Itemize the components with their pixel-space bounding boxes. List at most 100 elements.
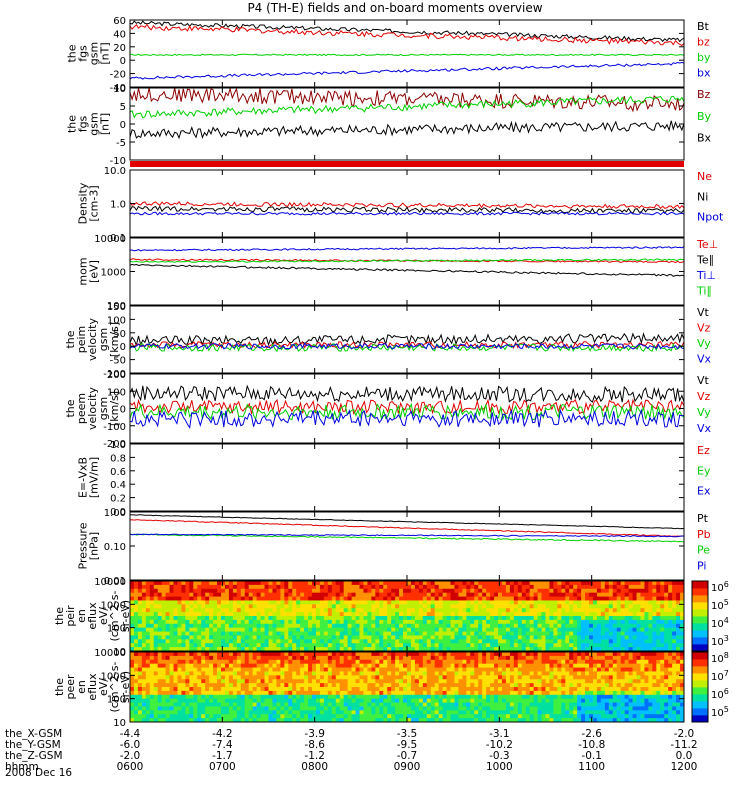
heatmap-cell bbox=[284, 631, 289, 636]
heatmap-cell bbox=[351, 714, 356, 719]
heatmap-cell bbox=[312, 616, 317, 621]
heatmap-cell bbox=[280, 623, 285, 629]
heatmap-cell bbox=[205, 600, 210, 605]
heatmap-cell bbox=[513, 706, 519, 711]
heatmap-cell bbox=[209, 635, 214, 640]
heatmap-cell bbox=[355, 683, 360, 688]
heatmap-cell bbox=[205, 659, 210, 665]
heatmap-cell bbox=[343, 631, 349, 636]
heatmap-cell bbox=[438, 690, 444, 696]
heatmap-cell bbox=[165, 619, 170, 625]
heatmap-cell bbox=[288, 635, 293, 640]
y-axis-label: peem bbox=[75, 393, 88, 424]
heatmap-cell bbox=[232, 647, 238, 652]
heatmap-cell bbox=[509, 616, 515, 621]
heatmap-cell bbox=[169, 643, 174, 648]
heatmap-cell bbox=[284, 652, 289, 657]
heatmap-cell bbox=[367, 631, 372, 636]
legend-entry: By bbox=[697, 110, 712, 123]
heatmap-cell bbox=[395, 596, 400, 601]
heatmap-cell bbox=[561, 679, 566, 684]
heatmap-cell bbox=[312, 694, 317, 700]
heatmap-cell bbox=[145, 659, 151, 665]
heatmap-cell bbox=[276, 698, 281, 703]
heatmap-cell bbox=[450, 702, 455, 707]
heatmap-cell bbox=[149, 647, 155, 652]
heatmap-cell bbox=[505, 616, 511, 621]
heatmap-cell bbox=[133, 714, 139, 719]
heatmap-cell bbox=[213, 706, 218, 711]
heatmap-cell bbox=[434, 647, 440, 652]
heatmap-cell bbox=[327, 698, 333, 703]
heatmap-cell bbox=[379, 690, 384, 696]
heatmap-cell bbox=[367, 652, 372, 657]
heatmap-cell bbox=[517, 643, 523, 648]
heatmap-cell bbox=[300, 627, 305, 632]
heatmap-cell bbox=[517, 694, 523, 700]
heatmap-cell bbox=[632, 619, 637, 625]
heatmap-cell bbox=[276, 647, 281, 652]
heatmap-cell bbox=[585, 584, 590, 590]
heatmap-cell bbox=[387, 679, 392, 684]
heatmap-cell bbox=[573, 619, 578, 625]
heatmap-cell bbox=[553, 702, 558, 707]
heatmap-cell bbox=[165, 612, 170, 617]
heatmap-cell bbox=[240, 694, 246, 700]
heatmap-cell bbox=[347, 631, 352, 636]
heatmap-cell bbox=[466, 710, 471, 715]
heatmap-cell bbox=[521, 635, 527, 640]
heatmap-cell bbox=[371, 655, 376, 661]
heatmap-cell bbox=[561, 581, 566, 586]
heatmap-cell bbox=[244, 584, 250, 590]
heatmap-cell bbox=[379, 616, 384, 621]
heatmap-cell bbox=[292, 690, 297, 696]
heatmap-cell bbox=[177, 718, 182, 723]
heatmap-cell bbox=[628, 627, 633, 632]
heatmap-cell bbox=[371, 623, 376, 629]
heatmap-cell bbox=[466, 675, 471, 680]
heatmap-cell bbox=[331, 698, 337, 703]
heatmap-cell bbox=[296, 655, 301, 661]
heatmap-cell bbox=[640, 635, 645, 640]
heatmap-cell bbox=[228, 584, 234, 590]
heatmap-cell bbox=[201, 663, 206, 668]
heatmap-cell bbox=[351, 679, 356, 684]
heatmap-cell bbox=[656, 612, 661, 617]
heatmap-cell bbox=[319, 627, 325, 632]
series-line-0 bbox=[129, 514, 685, 530]
heatmap-cell bbox=[157, 596, 163, 601]
heatmap-cell bbox=[454, 623, 459, 629]
heatmap-cell bbox=[157, 671, 163, 676]
heatmap-cell bbox=[161, 683, 167, 688]
heatmap-cell bbox=[145, 710, 151, 715]
heatmap-cell bbox=[177, 600, 182, 605]
heatmap-cell bbox=[450, 694, 455, 700]
heatmap-cell bbox=[577, 616, 582, 621]
heatmap-cell bbox=[312, 623, 317, 629]
heatmap-cell bbox=[399, 687, 404, 692]
heatmap-cell bbox=[434, 584, 440, 590]
heatmap-cell bbox=[244, 631, 250, 636]
heatmap-cell bbox=[276, 702, 281, 707]
heatmap-cell bbox=[604, 647, 610, 652]
heatmap-cell bbox=[177, 592, 182, 597]
heatmap-cell bbox=[668, 643, 673, 648]
heatmap-cell bbox=[569, 619, 574, 625]
heatmap-cell bbox=[399, 702, 404, 707]
heatmap-cell bbox=[414, 706, 420, 711]
heatmap-cell bbox=[442, 588, 447, 594]
heatmap-cell bbox=[367, 690, 372, 696]
heatmap-cell bbox=[141, 581, 147, 586]
heatmap-cell bbox=[644, 631, 649, 636]
heatmap-cell bbox=[668, 600, 673, 605]
heatmap-cell bbox=[130, 683, 135, 688]
heatmap-cell bbox=[632, 581, 637, 586]
heatmap-cell bbox=[557, 588, 562, 594]
heatmap-cell bbox=[232, 627, 238, 632]
heatmap-cell bbox=[600, 581, 606, 586]
heatmap-cell bbox=[589, 588, 594, 594]
heatmap-cell bbox=[221, 659, 226, 665]
heatmap-cell bbox=[173, 608, 178, 613]
heatmap-cell bbox=[355, 581, 360, 586]
heatmap-cell bbox=[379, 639, 384, 644]
